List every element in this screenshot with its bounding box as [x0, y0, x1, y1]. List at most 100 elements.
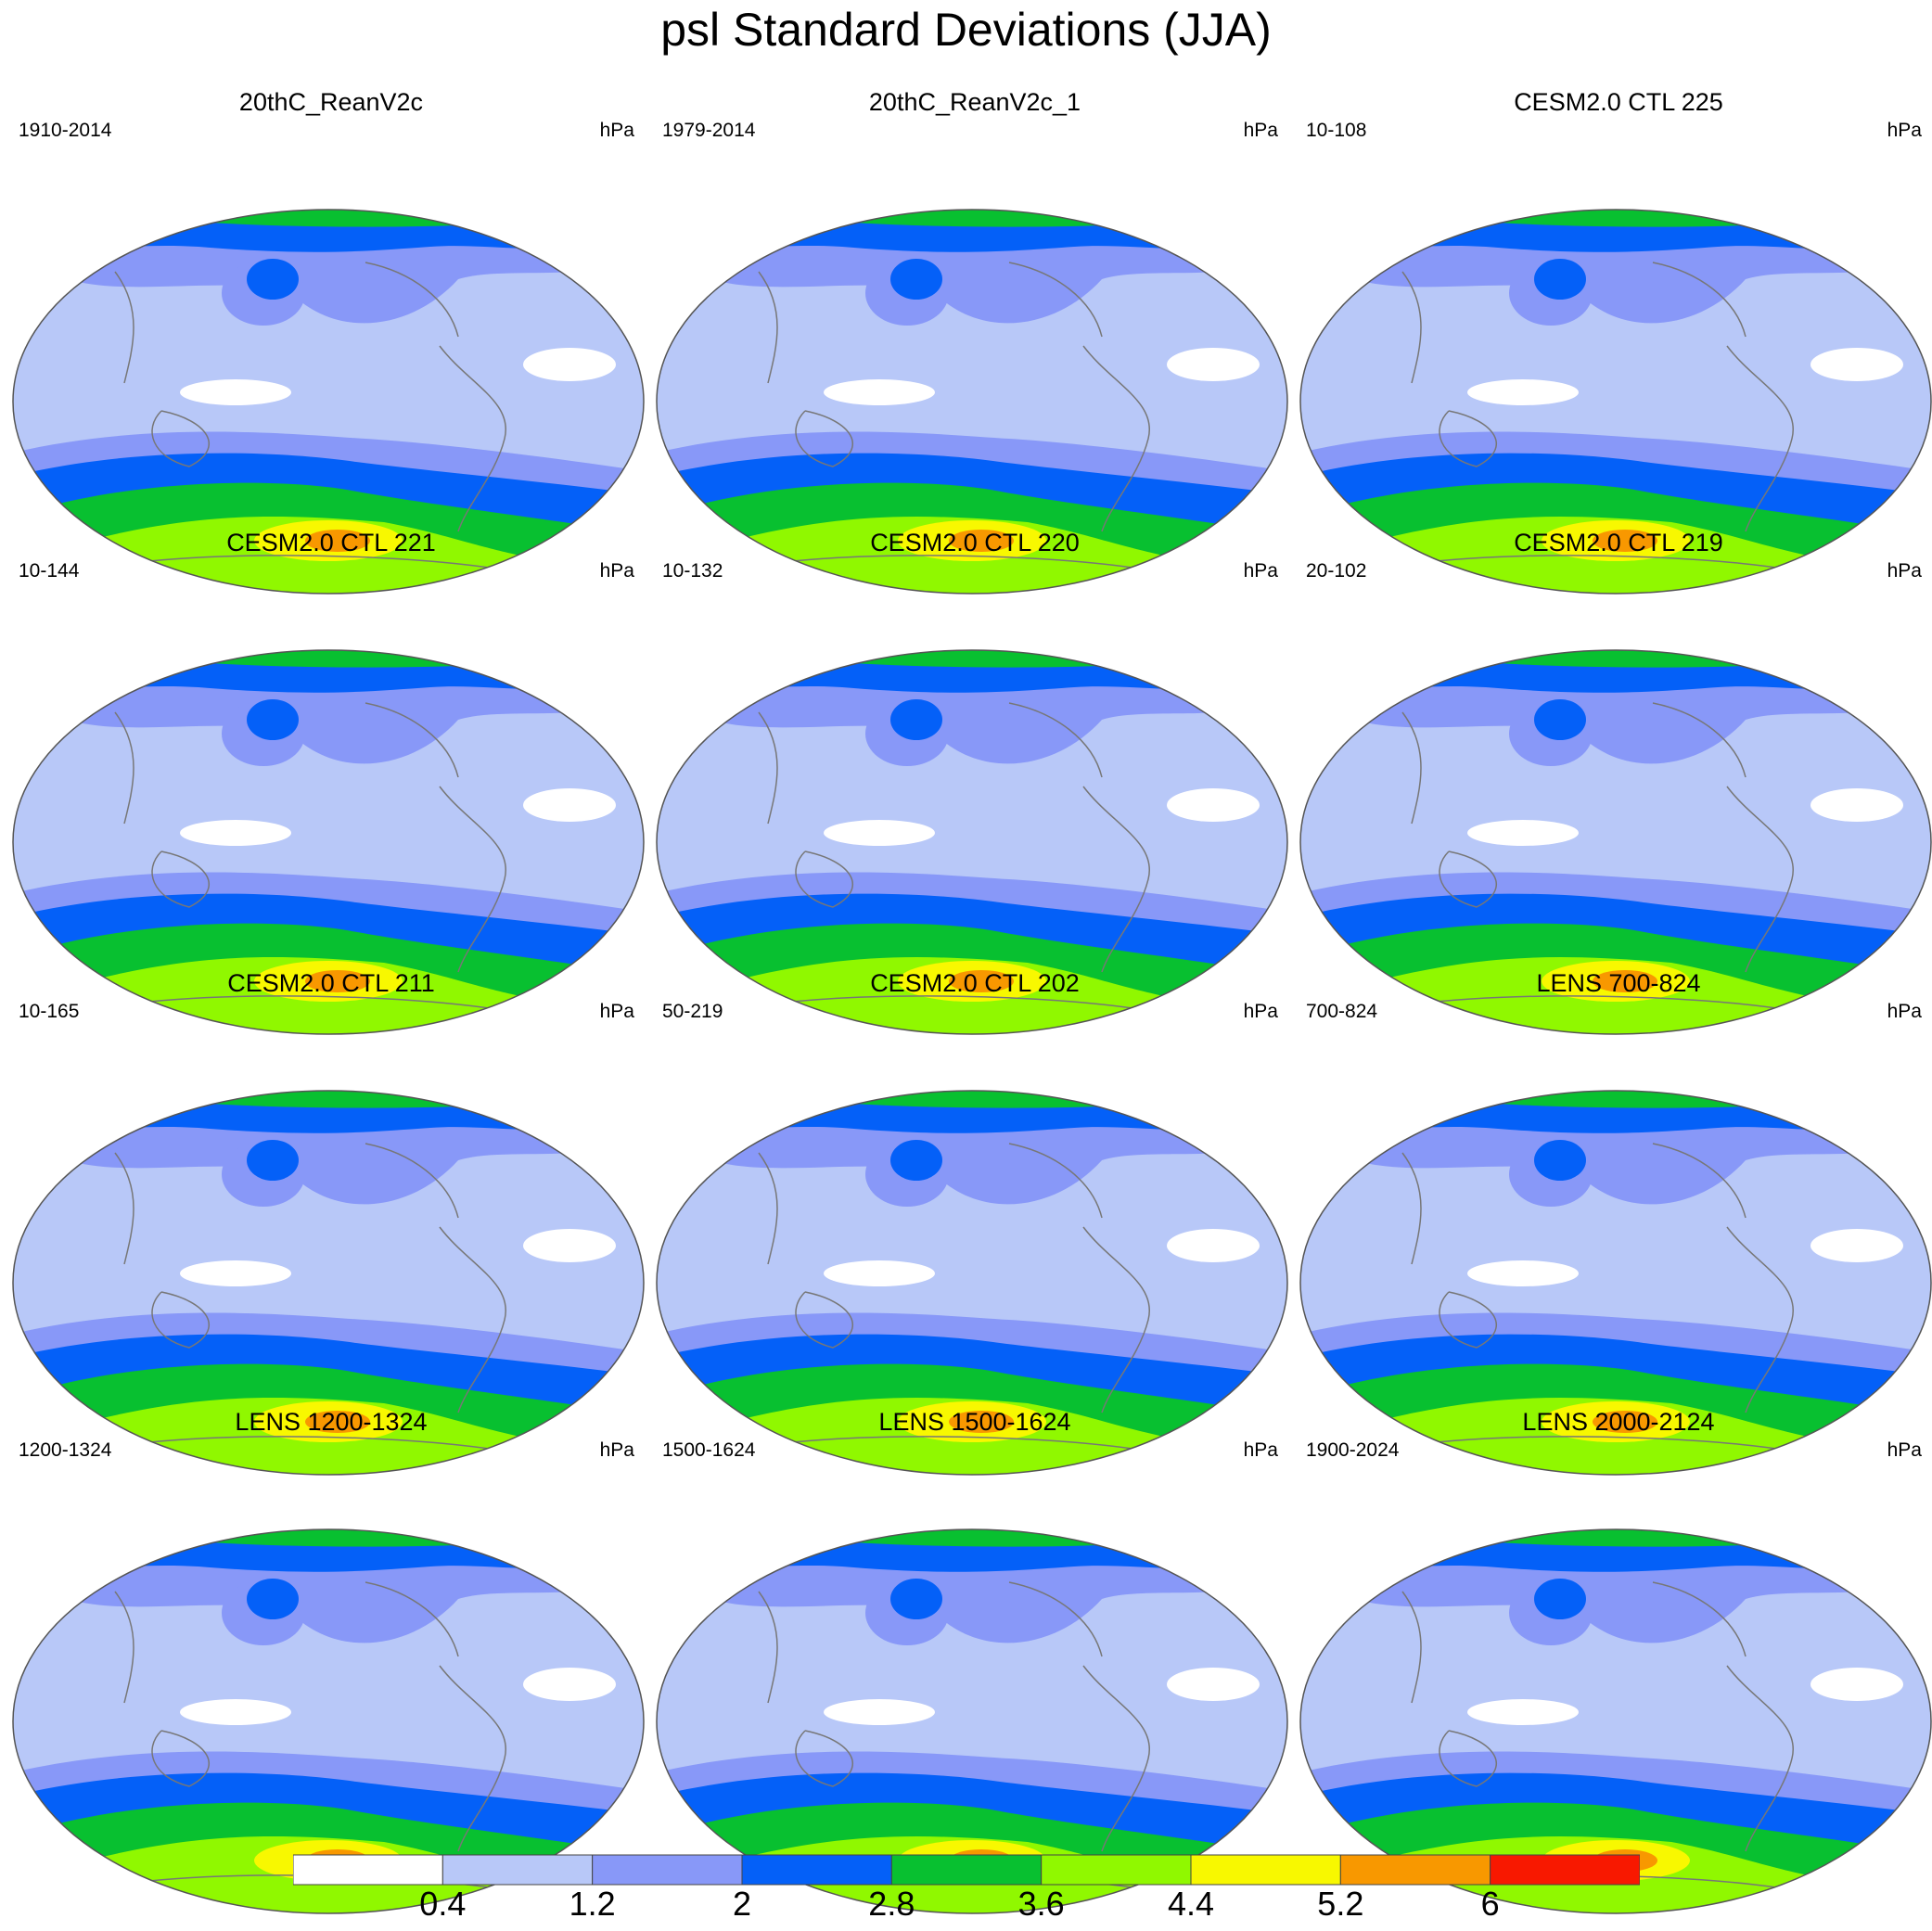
coast-asia	[758, 1591, 778, 1704]
coast-antarctica	[767, 995, 1140, 1010]
coast-australia	[795, 410, 853, 467]
panel-unit-label: hPa	[1243, 120, 1278, 141]
coast-north-america	[1008, 262, 1103, 338]
map-plot	[12, 1090, 645, 1476]
map-plot	[12, 1528, 645, 1914]
coast-australia	[151, 1291, 210, 1349]
colorbar-tick-label: 4.4	[1167, 1885, 1215, 1923]
field-atlantic-low	[523, 348, 616, 381]
coast-asia	[114, 271, 134, 384]
coastlines	[1401, 1143, 1795, 1451]
coast-north-america	[365, 262, 459, 338]
coast-asia	[758, 271, 778, 384]
map-outline	[656, 649, 1288, 1035]
coast-asia	[1401, 1591, 1422, 1704]
panel-unit-label: hPa	[599, 1001, 634, 1022]
panel-title: CESM2.0 CTL 211	[227, 969, 435, 997]
colorbar-boxes	[293, 1854, 1640, 1886]
coastlines	[758, 702, 1151, 1010]
coast-australia	[795, 850, 853, 908]
colorbar-swatch	[441, 1854, 594, 1886]
panel-year-range: 1979-2014	[662, 120, 756, 141]
coast-australia	[151, 410, 210, 467]
coast-north-america	[1652, 262, 1746, 338]
field-atlantic-low	[1810, 788, 1903, 822]
panel-year-range: 10-108	[1306, 120, 1367, 141]
coast-south-america	[1082, 786, 1151, 973]
panel-year-range: 1500-1624	[662, 1439, 756, 1461]
coast-australia	[1439, 1730, 1497, 1787]
field-atlantic-low	[1810, 348, 1903, 381]
field-atlantic-low	[1167, 1668, 1260, 1701]
field-south-core-7	[949, 1411, 1014, 1433]
coast-north-america	[365, 1581, 459, 1657]
colorbar-tick-label: 0.4	[419, 1885, 467, 1923]
coastlines	[1401, 262, 1795, 569]
map-panel: 20thC_ReanV2c 1910-2014 hPa	[9, 88, 653, 595]
coastlines	[114, 702, 507, 1010]
coast-north-america	[1652, 1581, 1746, 1657]
colorbar-swatch	[1190, 1854, 1341, 1886]
panel-title: LENS 1500-1624	[878, 1408, 1071, 1436]
colorbar-swatch	[592, 1854, 743, 1886]
field-tropical-low	[1467, 820, 1579, 846]
panel-title: LENS 700-824	[1536, 969, 1701, 997]
coast-antarctica	[767, 555, 1140, 569]
field-tropical-low	[180, 820, 291, 846]
map-outline	[12, 209, 645, 595]
coast-south-america	[1082, 345, 1151, 532]
field-npac-core	[1534, 1140, 1586, 1181]
map-panel: CESM2.0 CTL 219 20-102 hPa	[1297, 529, 1932, 1035]
coast-south-america	[1726, 345, 1795, 532]
field-south-core-7	[1593, 1411, 1657, 1433]
panel-title: 20thC_ReanV2c	[238, 88, 424, 116]
panel-unit-label: hPa	[1243, 1001, 1278, 1022]
map-outline	[656, 1090, 1288, 1476]
field-tropical-low	[1467, 379, 1579, 405]
coast-south-america	[1726, 786, 1795, 973]
map-plot	[656, 1090, 1288, 1476]
panel-unit-label: hPa	[1887, 1439, 1922, 1461]
map-panel: LENS 700-824 700-824 hPa	[1297, 969, 1932, 1476]
coast-north-america	[1008, 702, 1103, 778]
coast-south-america	[439, 345, 507, 532]
coastlines	[758, 1143, 1151, 1451]
field-tropical-low	[824, 1699, 935, 1725]
map-outline	[1299, 1090, 1932, 1476]
coast-australia	[795, 1730, 853, 1787]
coast-north-america	[1008, 1581, 1103, 1657]
field-npac-core	[1534, 699, 1586, 740]
coast-north-america	[365, 1143, 459, 1219]
colorbar-tick-label: 3.6	[1017, 1885, 1065, 1923]
panel-unit-label: hPa	[1243, 560, 1278, 582]
coast-asia	[114, 1591, 134, 1704]
map-panel: LENS 2000-2124 1900-2024 hPa	[1297, 1408, 1932, 1914]
colorbar-tick-label: 2.8	[868, 1885, 915, 1923]
map-panel: LENS 1500-1624 1500-1624 hPa	[653, 1408, 1297, 1914]
coast-north-america	[1652, 702, 1746, 778]
coast-asia	[1401, 1152, 1422, 1265]
coast-antarctica	[767, 1436, 1140, 1451]
map-outline	[656, 209, 1288, 595]
coast-antarctica	[123, 555, 496, 569]
page-title: psl Standard Deviations (JJA)	[660, 4, 1272, 56]
field-npac-core	[1534, 259, 1586, 300]
field-south-core-7	[1593, 530, 1657, 552]
coast-south-america	[1726, 1665, 1795, 1852]
coast-south-america	[439, 786, 507, 973]
coast-south-america	[1082, 1226, 1151, 1413]
field-south-core-7	[305, 1411, 370, 1433]
coast-asia	[114, 711, 134, 825]
field-npac-core	[890, 1579, 942, 1619]
field-tropical-low	[824, 820, 935, 846]
map-plot	[656, 209, 1288, 595]
coast-antarctica	[123, 1436, 496, 1451]
coast-north-america	[1652, 1143, 1746, 1219]
panel-year-range: 1200-1324	[19, 1439, 112, 1461]
panel-year-range: 1910-2014	[19, 120, 112, 141]
panel-title: CESM2.0 CTL 219	[1514, 529, 1723, 556]
field-south-core-7	[305, 970, 370, 992]
coastlines	[758, 262, 1151, 569]
coast-australia	[151, 850, 210, 908]
coast-antarctica	[123, 995, 496, 1010]
